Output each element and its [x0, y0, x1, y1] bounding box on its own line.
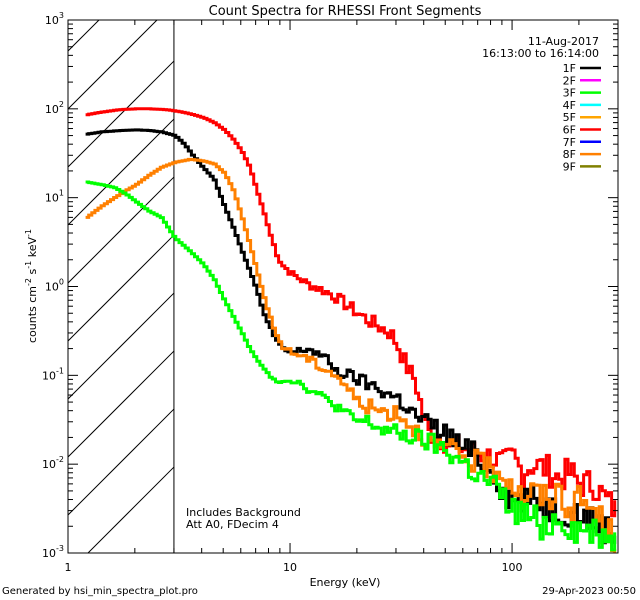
series-3F	[85, 180, 617, 552]
x-axis: 1 10 100	[65, 20, 619, 574]
y-axis-label-mid: s	[26, 268, 39, 277]
x-tick-label: 100	[502, 561, 523, 574]
hatch-line	[68, 234, 175, 342]
hatch-line	[68, 60, 175, 168]
hatch-line	[68, 20, 158, 110]
legend-label-7F: 7F	[563, 136, 576, 149]
x-tick-label: 10	[283, 561, 297, 574]
series-6F	[85, 107, 617, 518]
hatch-line	[87, 466, 175, 553]
series-1F	[85, 128, 617, 545]
legend-label-3F: 3F	[563, 87, 576, 100]
x-tick-label: 1	[65, 561, 72, 574]
y-axis-label-exp2: -1	[24, 261, 33, 269]
x-axis-label: Energy (keV)	[310, 576, 381, 589]
hatch-line	[68, 20, 100, 52]
y-axis-label-end: keV	[26, 237, 39, 261]
series-8F	[85, 157, 617, 553]
footer-generated: Generated by hsi_min_spectra_plot.pro	[2, 586, 198, 597]
chart-title: Count Spectra for RHESSI Front Segments	[209, 4, 482, 19]
hatch-line	[68, 408, 175, 516]
annotation-background: Includes Background	[186, 506, 301, 519]
y-tick-label: 10-2	[42, 455, 64, 471]
y-tick-label: 101	[45, 189, 64, 205]
legend-label-4F: 4F	[563, 99, 576, 112]
hatch-line	[68, 350, 175, 458]
hatch-line	[68, 176, 175, 284]
y-tick-label: 10-1	[42, 366, 64, 382]
y-axis-label-exp3: -1	[24, 229, 33, 237]
y-tick-label: 103	[45, 11, 64, 27]
hatch-line	[68, 292, 175, 400]
legend-label-8F: 8F	[563, 148, 576, 161]
series-group	[85, 107, 617, 553]
annotation-attenuator: Att A0, FDecim 4	[186, 518, 279, 531]
hatch-region	[68, 20, 175, 553]
y-axis-label-main: counts cm	[26, 286, 39, 343]
legend-label-5F: 5F	[563, 111, 576, 124]
date-label: 11-Aug-2017	[528, 35, 599, 48]
y-axis: 10-3 10-2 10-1 100 101 102 103	[42, 11, 618, 560]
y-tick-label: 100	[45, 278, 64, 294]
legend-label-1F: 1F	[563, 62, 576, 75]
legend-label-6F: 6F	[563, 124, 576, 137]
y-axis-label: counts cm-2 s-1 keV-1	[24, 229, 39, 343]
plot-frame	[67, 19, 619, 554]
y-axis-label-exp1: -2	[24, 278, 33, 286]
time-range-label: 16:13:00 to 16:14:00	[482, 47, 599, 60]
hatch-line	[68, 118, 175, 226]
y-tick-label: 10-3	[42, 544, 64, 560]
y-tick-label: 102	[45, 100, 64, 116]
footer-timestamp: 29-Apr-2023 00:50	[542, 586, 636, 597]
legend-label-9F: 9F	[563, 160, 576, 173]
legend-label-2F: 2F	[563, 74, 576, 87]
